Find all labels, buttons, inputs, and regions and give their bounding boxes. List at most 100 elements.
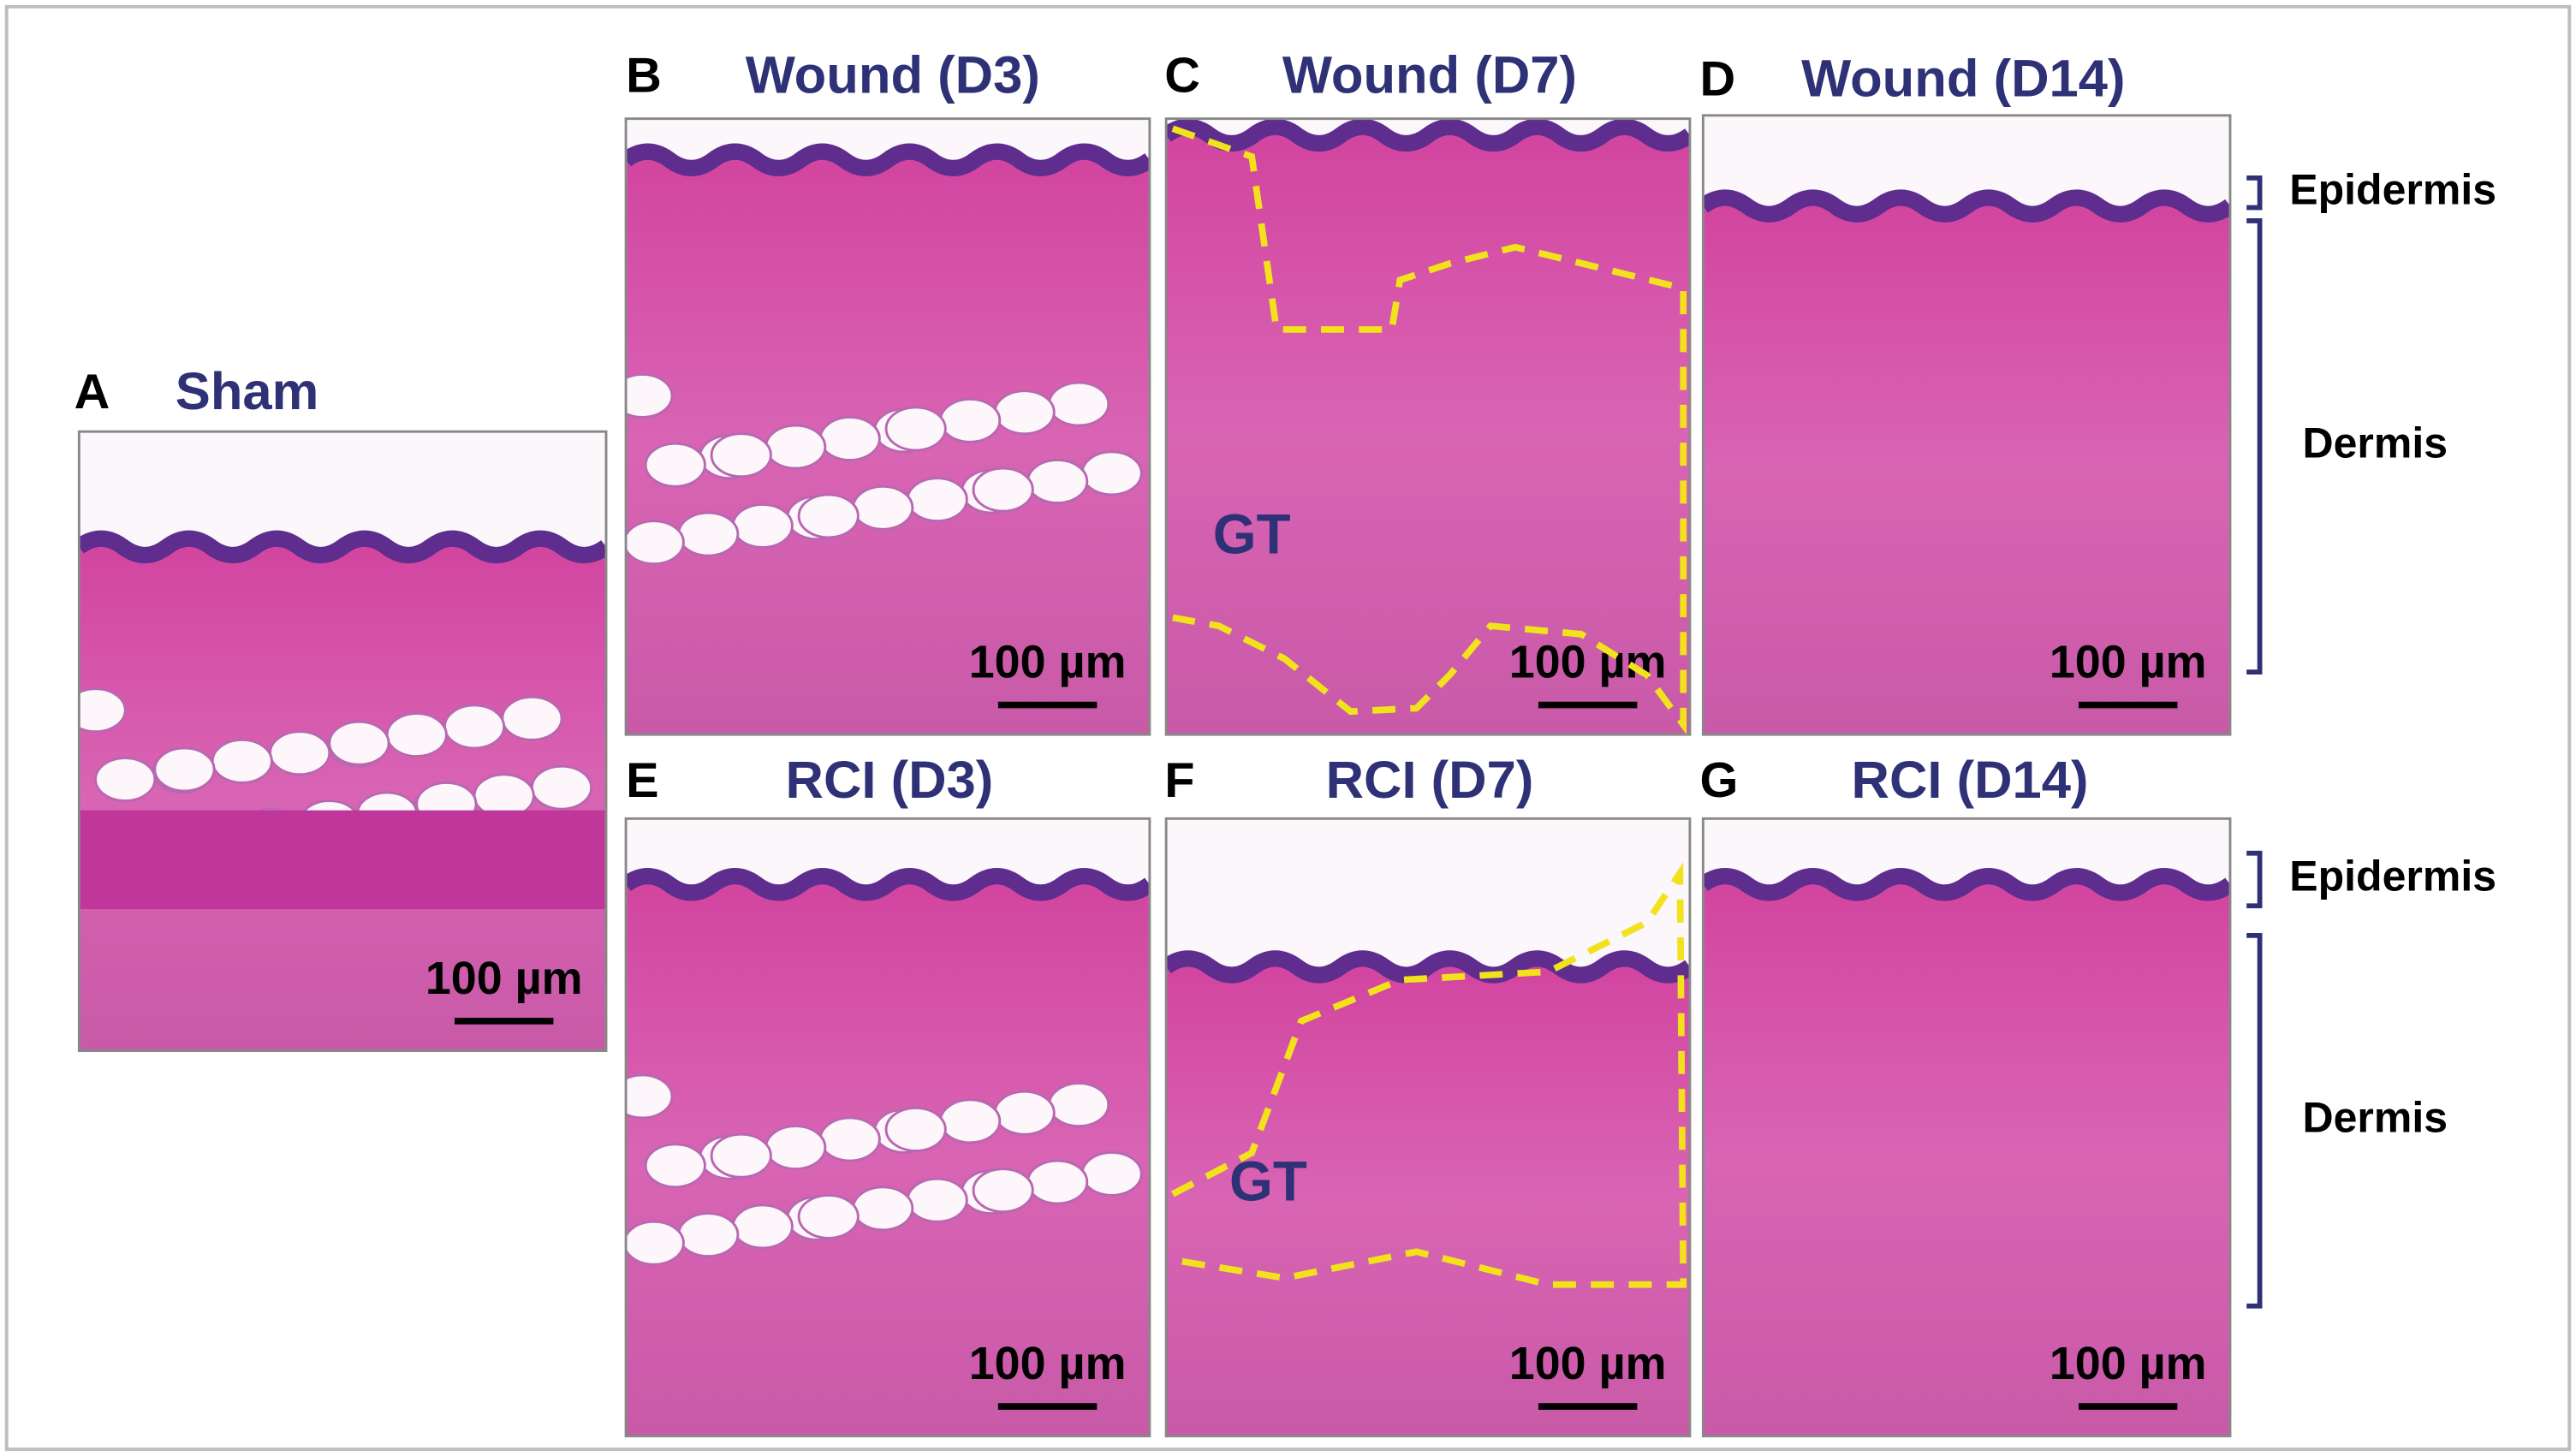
panel-title: Wound (D3)	[746, 46, 1040, 105]
scale-bar-label: 100 µm	[1509, 1338, 1667, 1389]
histology-image	[1166, 118, 1690, 735]
panel-title: RCI (D3)	[786, 751, 994, 810]
fat-cell	[818, 416, 881, 461]
scale-bar-label: 100 µm	[2049, 637, 2207, 688]
scale-bar-label: 100 µm	[969, 637, 1127, 688]
fat-cell	[501, 695, 563, 741]
fat-cell	[852, 484, 914, 531]
dermis	[1703, 197, 2230, 735]
fat-cell	[797, 493, 860, 539]
epidermis	[1703, 189, 2230, 223]
panel-letter: D	[1699, 52, 1735, 107]
fat-cell	[153, 746, 216, 793]
fat-cell	[1080, 450, 1143, 496]
panel-letter: C	[1164, 49, 1200, 104]
scale-bar-label: 100 µm	[969, 1338, 1127, 1389]
fat-cell	[626, 520, 685, 566]
image-border	[624, 117, 1151, 736]
epidermis	[1166, 118, 1690, 152]
gt-label: GT	[1229, 1150, 1307, 1213]
dermis	[1703, 876, 2230, 1436]
fat-cell	[764, 1125, 827, 1171]
fat-cell	[906, 1177, 968, 1223]
panel-letter: F	[1164, 753, 1194, 808]
fat-cell	[731, 502, 794, 549]
bracket	[2246, 218, 2263, 675]
fat-cell	[972, 467, 1034, 513]
fat-cell	[797, 1193, 860, 1239]
fat-cell	[677, 511, 740, 557]
fat-cell	[626, 1073, 674, 1120]
epidermis	[626, 143, 1150, 176]
fat-cell	[906, 477, 968, 523]
dermis	[626, 876, 1150, 1436]
gt-label: GT	[1213, 503, 1291, 566]
gt-outline	[1171, 125, 1687, 735]
image-border	[77, 430, 608, 1053]
fat-cell	[972, 1168, 1034, 1214]
histology-image	[79, 431, 606, 1051]
fat-cell	[884, 1107, 947, 1152]
scale-bar-label: 100 µm	[2049, 1338, 2207, 1389]
bracket	[2246, 850, 2263, 909]
epidermis-label: Epidermis	[2289, 165, 2496, 213]
panel-title: Sham	[176, 362, 319, 421]
histology-image	[626, 118, 1150, 735]
fat-cell	[644, 442, 706, 488]
panel-letter: G	[1699, 753, 1738, 808]
fat-cell	[1048, 1082, 1110, 1128]
fat-cell	[626, 373, 674, 419]
scale-bar-label: 100 µm	[1509, 637, 1667, 688]
image-border	[1701, 114, 2232, 736]
gt-outline	[1171, 862, 1687, 1288]
fat-cell	[710, 1132, 772, 1179]
fat-cell	[79, 687, 127, 734]
dermis-label: Dermis	[2302, 419, 2448, 467]
fat-cell	[993, 389, 1056, 436]
panel-title: Wound (D14)	[1801, 50, 2125, 109]
dermis	[1166, 958, 1690, 1436]
fat-cell	[710, 432, 772, 478]
fat-cell	[884, 406, 947, 452]
histology-image	[1166, 818, 1690, 1436]
fat-cell	[764, 424, 827, 470]
fat-cell	[1080, 1150, 1143, 1197]
epidermis	[1703, 868, 2230, 901]
fat-cell	[644, 1143, 706, 1189]
epidermis	[1166, 950, 1690, 984]
bracket	[2246, 175, 2263, 211]
epidermis	[79, 530, 606, 564]
bracket	[2246, 933, 2263, 1309]
fat-cell	[1048, 381, 1110, 427]
panel-letter: E	[626, 753, 658, 808]
fat-cell	[385, 712, 448, 758]
dermis	[79, 538, 606, 1051]
fat-cell	[677, 1212, 740, 1258]
epidermis	[626, 868, 1150, 901]
fat-cell	[818, 1116, 881, 1162]
dermis-label: Dermis	[2302, 1094, 2448, 1142]
fat-cell	[1026, 459, 1089, 504]
panel-title: RCI (D7)	[1326, 751, 1534, 810]
fat-cell	[939, 397, 1002, 443]
image-border	[1164, 117, 1692, 736]
scale-bar-label: 100 µm	[425, 953, 583, 1004]
fat-cell	[993, 1090, 1056, 1136]
image-border	[1701, 817, 2232, 1438]
image-border	[1164, 817, 1692, 1438]
epidermis-label: Epidermis	[2289, 853, 2496, 900]
fat-cell	[731, 1203, 794, 1250]
histology-image	[626, 818, 1150, 1436]
fat-cell	[211, 738, 273, 784]
panel-letter: A	[74, 365, 110, 419]
histology-image	[1703, 115, 2230, 735]
fat-cell	[852, 1186, 914, 1232]
panel-title: RCI (D14)	[1852, 751, 2089, 810]
fat-cell	[443, 704, 506, 750]
panel-title: Wound (D7)	[1282, 46, 1577, 105]
fat-cell	[939, 1098, 1002, 1144]
muscle	[79, 810, 606, 910]
fat-cell	[1026, 1159, 1089, 1205]
